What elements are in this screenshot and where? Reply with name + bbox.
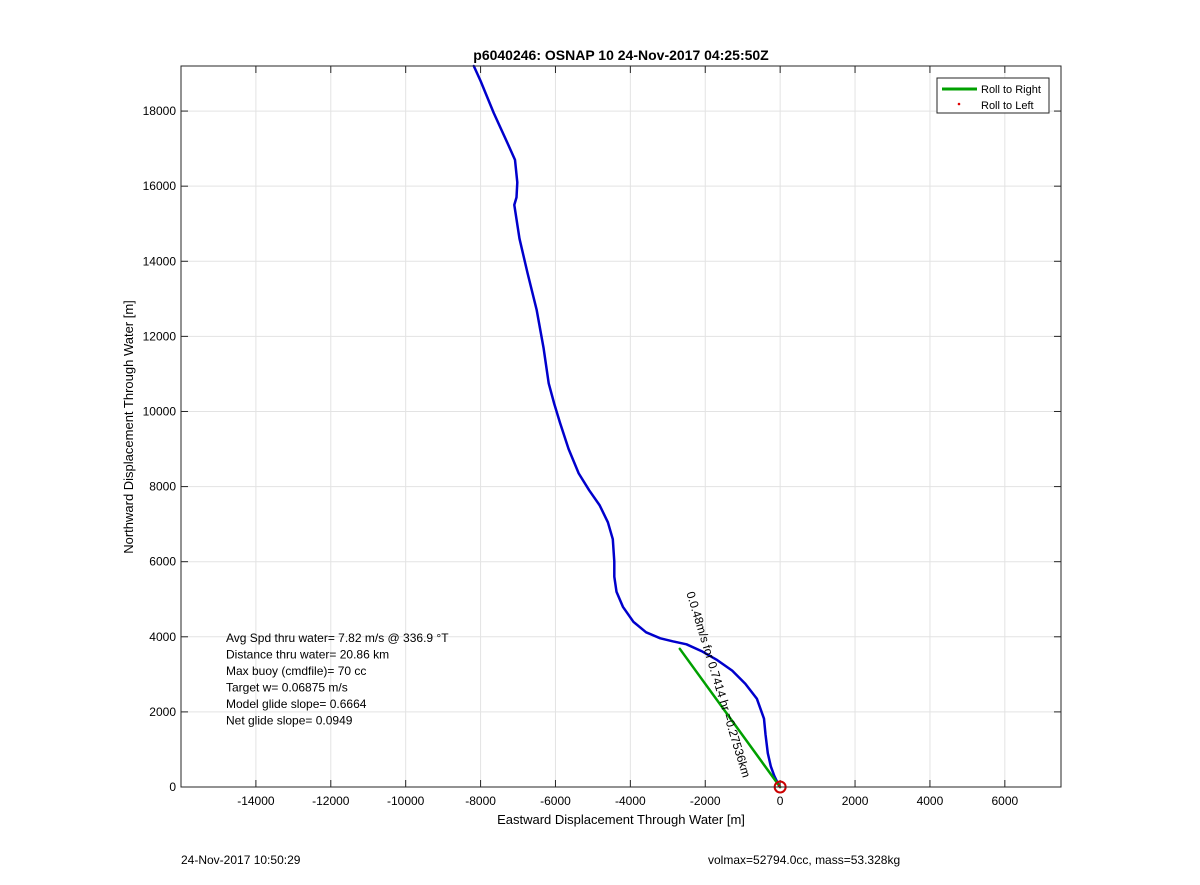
glide-slope-line [678,647,782,789]
x-tick-label: -2000 [690,794,721,808]
axes-frame [180,65,1062,788]
x-tick-label: -10000 [387,794,425,808]
chart-title: p6040246: OSNAP 10 24-Nov-2017 04:25:50Z [473,47,769,63]
stats-annotation: Avg Spd thru water= 7.82 m/s @ 336.9 °T D… [226,631,449,728]
y-tick-label: 6000 [149,555,176,569]
y-tick-label: 12000 [143,329,177,343]
stats-line: Distance thru water= 20.86 km [226,648,389,662]
plot-area: -14000 -12000 -10000 -8000 -6000 -4000 -2000 0 2… [143,64,1062,808]
stats-line: Net glide slope= 0.0949 [226,714,353,728]
x-tick-label: -4000 [615,794,646,808]
legend-box [936,77,1050,114]
x-tick-label: -6000 [540,794,571,808]
x-tick-label: -12000 [312,794,350,808]
y-tick-label: 14000 [143,254,177,268]
stats-line: Model glide slope= 0.6664 [226,697,367,711]
legend-roll-left-label: Roll to Left [981,100,1034,112]
y-tick-labels: 0 2000 4000 6000 8000 10000 12000 14000 16000 180… [143,104,177,794]
legend-roll-right-label: Roll to Right [981,84,1041,96]
y-tick-label: 0 [169,780,176,794]
y-tick-label: 4000 [149,630,176,644]
stats-line: Avg Spd thru water= 7.82 m/s @ 336.9 °T [226,631,449,645]
x-tick-label: -14000 [237,794,275,808]
axes-box [181,66,1061,787]
footer-timestamp: 24-Nov-2017 10:50:29 [181,853,301,867]
y-axis-label: Northward Displacement Through Water [m] [121,300,136,554]
y-tick-label: 8000 [149,480,176,494]
x-tick-label: 6000 [991,794,1018,808]
x-tick-label: 0 [777,794,784,808]
legend: Roll to Right Roll to Left [936,77,1050,114]
x-axis-label: Eastward Displacement Through Water [m] [497,812,745,827]
x-tick-label: 2000 [842,794,869,808]
y-tick-label: 2000 [149,705,176,719]
grid-lines [181,66,1061,788]
trajectory-line [472,64,782,789]
stats-line: Max buoy (cmdfile)= 70 cc [226,664,366,678]
y-tick-label: 10000 [143,404,177,418]
y-tick-label: 16000 [143,179,177,193]
y-tick-label: 18000 [143,104,177,118]
x-tick-label: 4000 [917,794,944,808]
legend-roll-left-swatch [957,102,961,106]
x-tick-labels: -14000 -12000 -10000 -8000 -6000 -4000 -2000 0 2… [237,794,1018,808]
footer-vehicle-info: volmax=52794.0cc, mass=53.328kg [708,853,901,867]
x-tick-label: -8000 [465,794,496,808]
stats-line: Target w= 0.06875 m/s [226,681,348,695]
